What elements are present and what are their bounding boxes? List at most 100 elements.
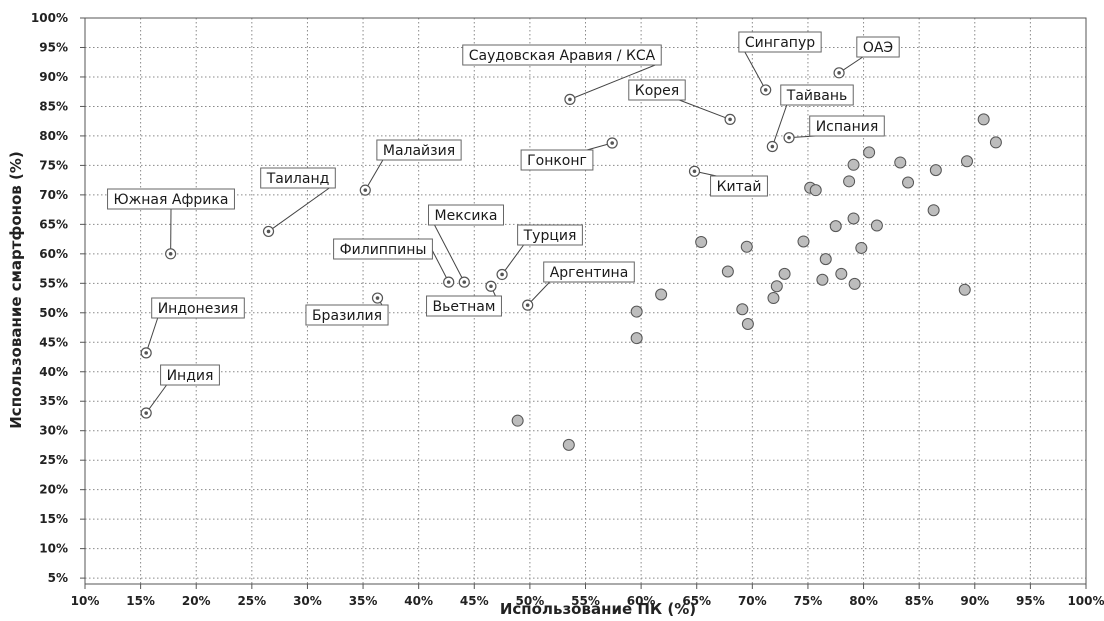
y-tick-label: 35% bbox=[39, 394, 68, 408]
y-tick-label: 80% bbox=[39, 129, 68, 143]
point-label: Индия bbox=[167, 368, 214, 384]
data-point bbox=[855, 241, 868, 254]
data-point bbox=[630, 305, 643, 318]
y-tick-label: 60% bbox=[39, 247, 68, 261]
data-point bbox=[736, 303, 749, 316]
leader-line bbox=[364, 159, 384, 191]
x-tick-label: 30% bbox=[293, 594, 322, 608]
point-label-box bbox=[780, 84, 854, 106]
y-tick-label: 95% bbox=[39, 40, 68, 54]
x-tick-label: 20% bbox=[182, 594, 211, 608]
point-label: Таиланд bbox=[266, 171, 330, 187]
point-label: ОАЭ bbox=[863, 40, 893, 56]
data-point bbox=[902, 176, 915, 189]
labeled-point-center bbox=[363, 188, 368, 192]
point-label: Гонконг bbox=[527, 153, 587, 169]
point-label-box bbox=[517, 224, 583, 246]
point-label-box bbox=[376, 139, 462, 161]
data-point bbox=[740, 240, 753, 253]
data-point bbox=[819, 253, 832, 266]
data-point bbox=[767, 292, 780, 305]
data-point bbox=[960, 155, 973, 168]
x-tick-label: 95% bbox=[1016, 594, 1045, 608]
tick-labels: 10% 15% 20% 25% 30% 35% 40% 45% 50% 55% 60% 65% 70% 7… bbox=[31, 11, 1104, 608]
data-point bbox=[843, 175, 856, 188]
point-label: Аргентина bbox=[550, 265, 629, 281]
y-axis-title: Использование смартфонов (%) bbox=[7, 151, 25, 429]
data-point bbox=[797, 235, 810, 248]
data-point bbox=[511, 414, 524, 427]
point-label: Корея bbox=[635, 83, 679, 99]
data-point bbox=[958, 283, 971, 296]
point-label-box bbox=[520, 149, 594, 171]
data-point bbox=[847, 158, 860, 171]
leader-line bbox=[771, 104, 788, 147]
leader-line bbox=[145, 384, 167, 414]
data-point bbox=[695, 236, 708, 249]
labeled-point-center bbox=[462, 280, 467, 284]
point-label: Испания bbox=[816, 119, 879, 135]
labeled-point-center bbox=[266, 229, 271, 234]
x-tick-label: 15% bbox=[126, 594, 155, 608]
y-tick-label: 85% bbox=[39, 99, 68, 113]
data-point bbox=[929, 164, 942, 177]
leader-line bbox=[145, 317, 159, 354]
point-label-box bbox=[260, 167, 336, 189]
labeled-point-center bbox=[770, 144, 775, 149]
point-label-box bbox=[628, 79, 686, 101]
data-point bbox=[989, 136, 1002, 149]
labeled-point-center bbox=[500, 272, 504, 277]
y-tick-label: 90% bbox=[39, 70, 68, 84]
labeled-point-center bbox=[837, 71, 841, 75]
point-label-box bbox=[809, 115, 885, 137]
point-label-box bbox=[107, 188, 235, 210]
y-tick-label: 75% bbox=[39, 158, 68, 172]
point-label-box bbox=[738, 31, 822, 53]
plain-points bbox=[511, 113, 1002, 451]
y-tick-label: 30% bbox=[39, 424, 68, 438]
point-label-box bbox=[710, 175, 768, 197]
x-tick-label: 80% bbox=[849, 594, 878, 608]
leader-line bbox=[434, 224, 465, 283]
plot-frame bbox=[84, 17, 1087, 585]
annotations: Южная Африка Индонезия Индия Таиланд Малайзи… bbox=[107, 31, 900, 419]
point-label-box bbox=[856, 36, 900, 58]
y-tick-label: 50% bbox=[39, 306, 68, 320]
y-tick-label: 10% bbox=[39, 542, 68, 556]
point-label: Малайзия bbox=[383, 143, 455, 159]
point-label: Тайвань bbox=[786, 88, 847, 104]
x-tick-label: 40% bbox=[404, 594, 433, 608]
x-tick-label: 25% bbox=[237, 594, 266, 608]
point-label: Саудовская Аравия / КСА bbox=[469, 48, 656, 64]
data-point bbox=[721, 265, 734, 278]
data-point bbox=[848, 277, 861, 290]
data-point bbox=[835, 267, 848, 280]
x-tick-label: 85% bbox=[905, 594, 934, 608]
x-tick-label: 75% bbox=[794, 594, 823, 608]
leader-line bbox=[744, 51, 767, 91]
x-tick-label: 35% bbox=[349, 594, 378, 608]
leader-line bbox=[501, 244, 525, 275]
labeled-point-center bbox=[144, 411, 148, 415]
data-point bbox=[741, 317, 754, 330]
point-label-box bbox=[428, 204, 504, 226]
point-label-box bbox=[426, 295, 502, 317]
data-point bbox=[816, 273, 829, 286]
data-point bbox=[630, 332, 643, 345]
point-label-box bbox=[160, 364, 220, 386]
leader-line bbox=[679, 99, 731, 120]
labeled-point-center bbox=[168, 252, 173, 256]
point-label: Турция bbox=[523, 228, 577, 244]
labeled-point-center bbox=[568, 97, 572, 102]
leader-line bbox=[268, 187, 330, 232]
y-tick-label: 100% bbox=[31, 11, 68, 25]
y-tick-label: 70% bbox=[39, 188, 68, 202]
point-label: Индонезия bbox=[158, 301, 239, 317]
data-point bbox=[927, 204, 940, 217]
data-point bbox=[894, 156, 907, 169]
point-label-box bbox=[333, 238, 433, 260]
y-tick-label: 25% bbox=[39, 453, 68, 467]
labeled-point-center bbox=[144, 351, 148, 355]
y-tick-label: 55% bbox=[39, 276, 68, 290]
